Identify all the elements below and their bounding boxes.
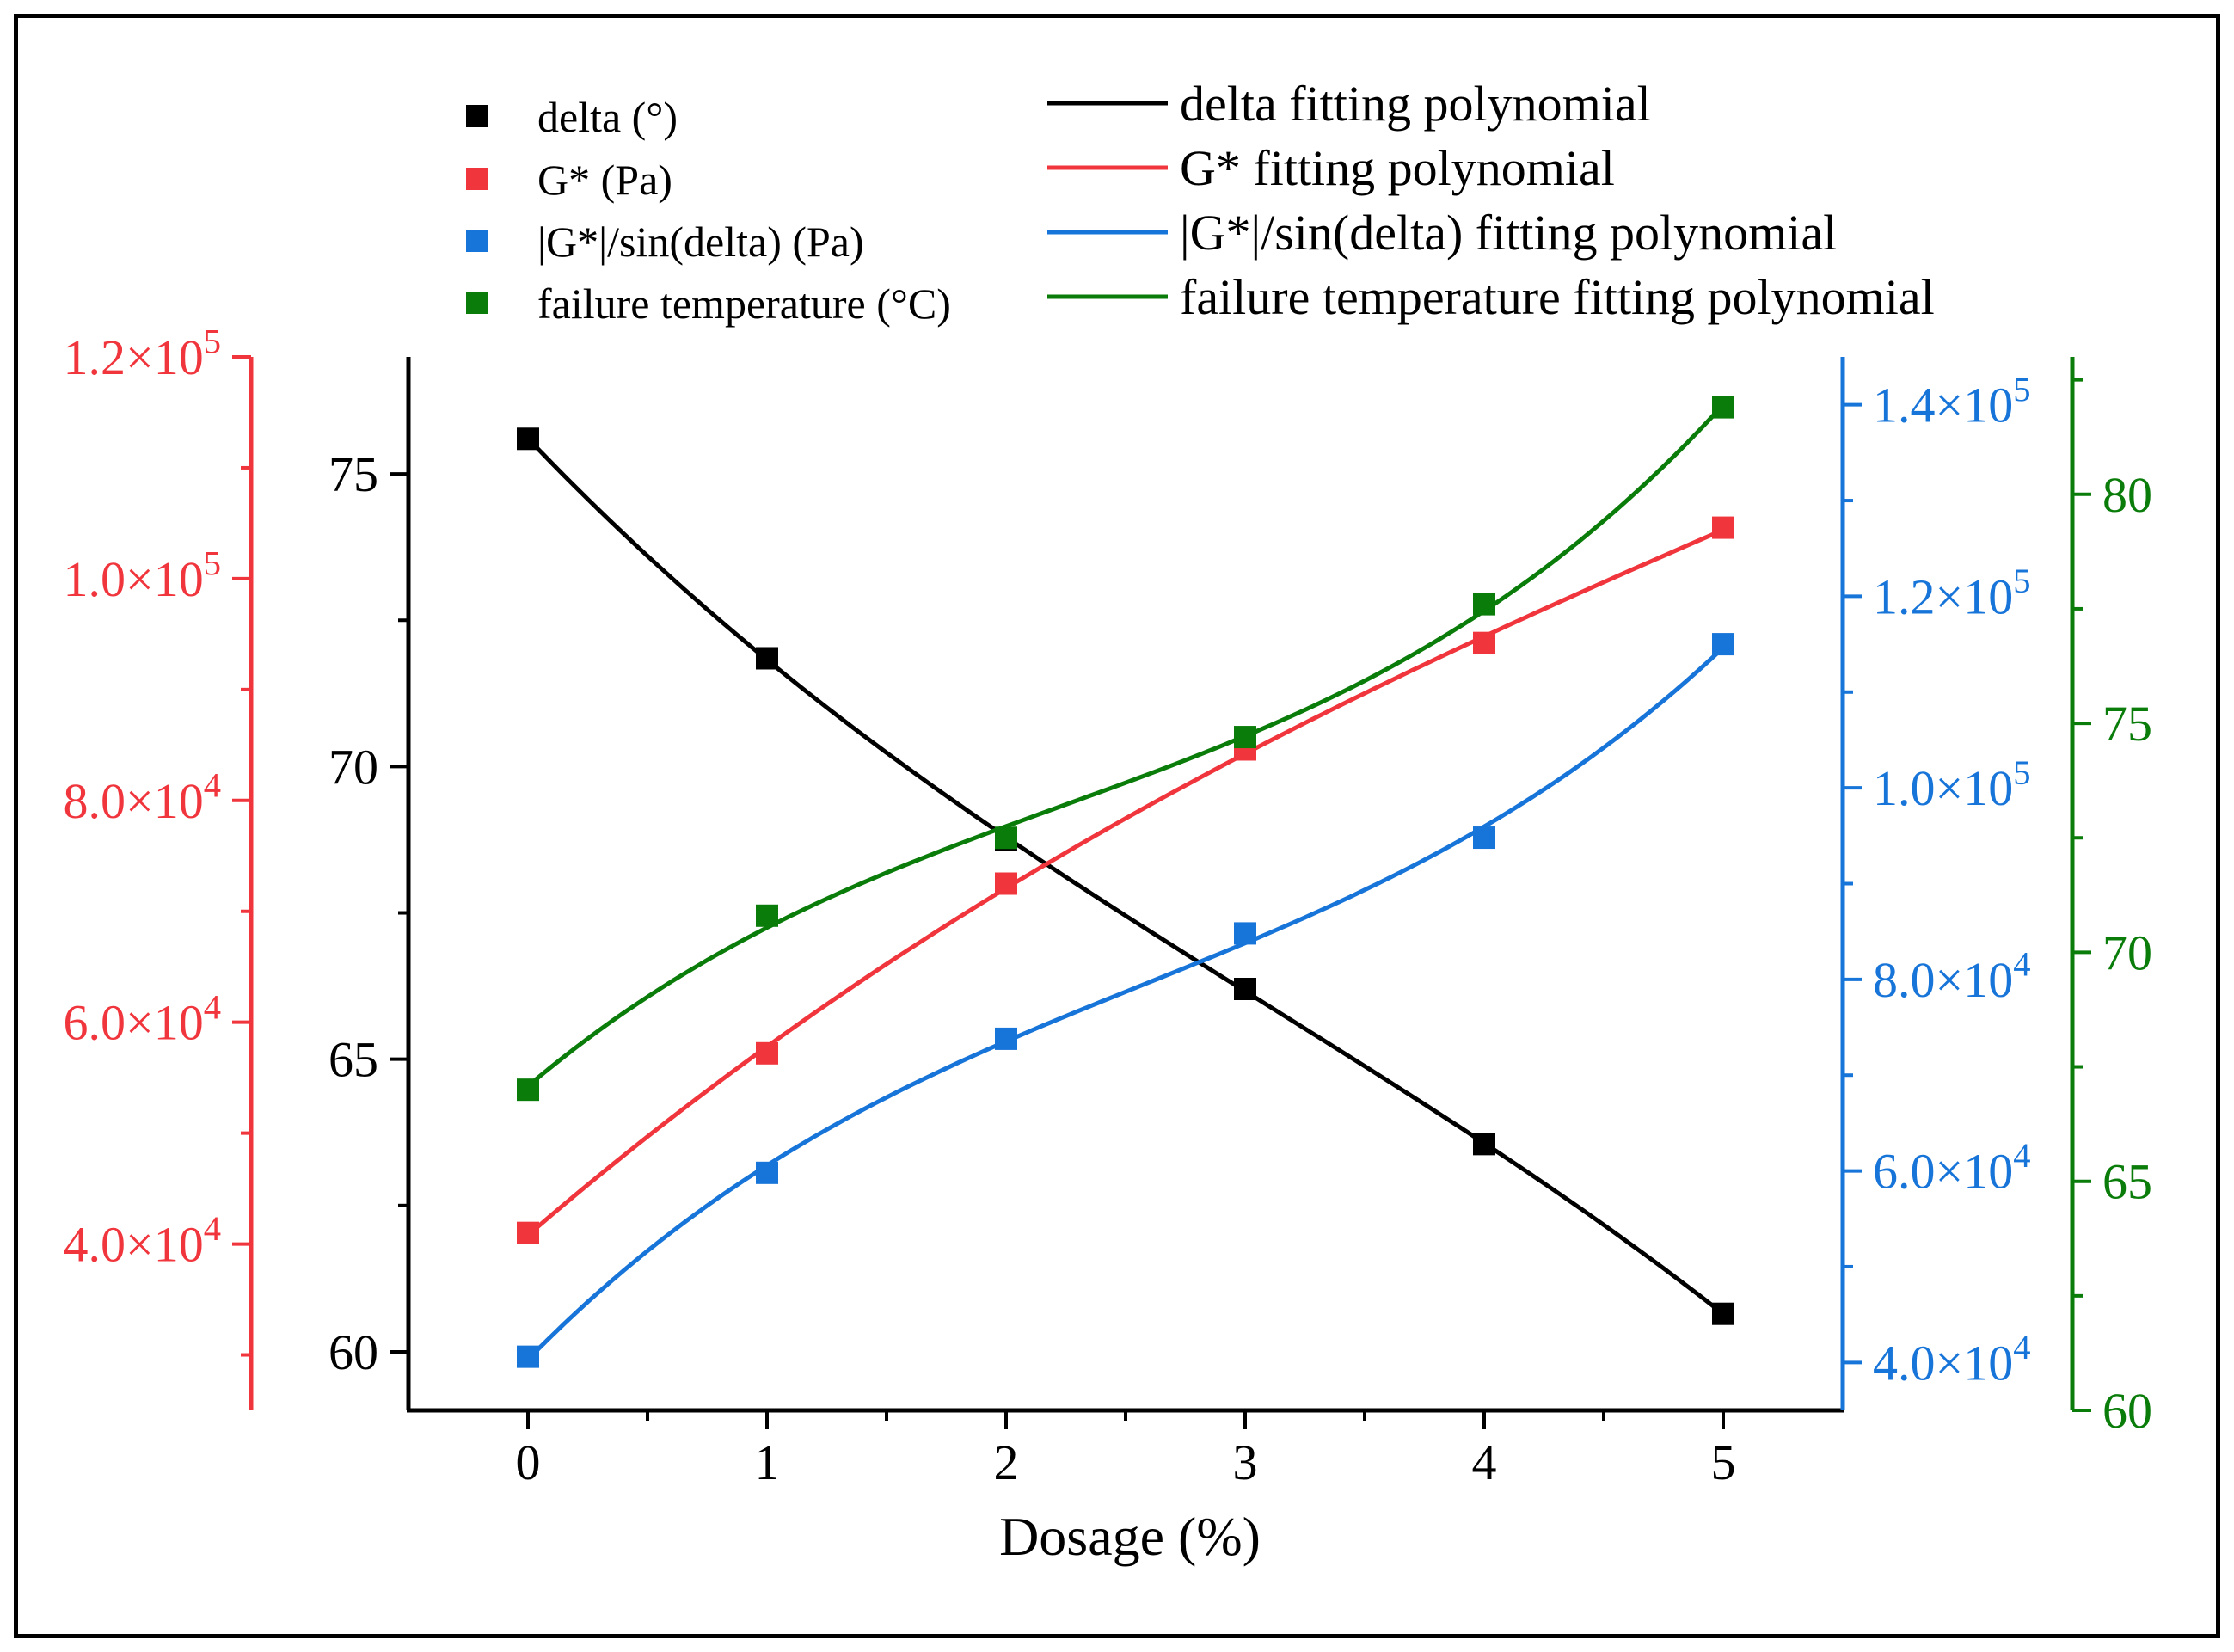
gstar-point [517,1221,539,1244]
delta-tick-label: 65 [328,1032,378,1088]
ratio-point [1712,633,1734,656]
delta-point [517,427,539,451]
legend-fit-label: failure temperature fitting polynomial [1180,269,1935,325]
ratio-point [1234,922,1256,945]
gstar-point [1473,631,1495,654]
temp-point [517,1078,539,1102]
ratio-point [995,1027,1017,1050]
delta-tick-label: 70 [328,739,378,795]
ratio-tick-label: 1.0×105 [1873,753,2031,816]
legend-label: |G*|/sin(delta) (Pa) [537,218,864,266]
temp-point [1234,726,1256,749]
x-tick-label: 2 [994,1434,1019,1490]
temp-point [995,826,1017,850]
delta-point [1473,1133,1495,1156]
delta-point [1712,1302,1734,1325]
legend-marker [466,230,488,252]
x-tick-label: 0 [516,1434,541,1490]
gstar-tick-label: 1.2×105 [63,322,221,385]
delta-tick-label: 75 [328,446,378,502]
ratio-tick-label: 1.4×105 [1873,370,2031,433]
gstar-fit-line [526,527,1725,1237]
legend-fit-label: |G*|/sin(delta) fitting polynomial [1180,205,1837,261]
gstar-point [756,1041,778,1065]
delta-tick-label: 60 [328,1324,378,1380]
gstar-tick-label: 1.0×105 [63,544,221,607]
x-tick-label: 3 [1233,1434,1258,1490]
legend-label: failure temperature (°C) [537,279,951,328]
legend-marker [466,292,488,314]
x-tick-label: 4 [1472,1434,1497,1490]
x-tick-label: 1 [755,1434,780,1490]
gstar-tick-label: 8.0×104 [63,765,221,828]
ratio-point [756,1161,778,1184]
gstar-point [995,872,1017,895]
ratio-fit-line [526,646,1725,1361]
chart-frame [14,14,2220,1638]
legend-marker [466,168,488,190]
temp-fit-line [526,402,1725,1088]
gstar-tick-label: 4.0×104 [63,1209,221,1272]
delta-point [756,647,778,670]
temp-point [756,904,778,927]
ratio-tick-label: 4.0×104 [1873,1328,2031,1391]
legend-fit-label: delta fitting polynomial [1180,76,1651,132]
temp-tick-label: 80 [2102,467,2152,523]
x-axis-title: Dosage (%) [999,1506,1261,1567]
ratio-tick-label: 8.0×104 [1873,945,2031,1008]
temp-tick-label: 70 [2102,924,2152,980]
temp-tick-label: 60 [2102,1383,2152,1439]
legend-label: G* (Pa) [537,156,672,204]
gstar-tick-label: 6.0×104 [63,987,221,1050]
delta-point [1234,978,1256,1000]
legend-marker [466,105,488,127]
legend-fit-label: G* fitting polynomial [1180,140,1615,196]
temp-point [1473,593,1495,616]
ratio-tick-label: 6.0×104 [1873,1136,2031,1199]
x-tick-label: 5 [1711,1434,1736,1490]
ratio-point [1473,826,1495,850]
ratio-point [517,1345,539,1368]
legend-label: delta (°) [537,93,678,141]
gstar-point [1712,516,1734,539]
temp-tick-label: 75 [2102,696,2152,752]
ratio-tick-label: 1.2×105 [1873,562,2031,624]
delta-fit-line [526,437,1725,1316]
temp-point [1712,396,1734,419]
temp-tick-label: 65 [2102,1154,2152,1210]
